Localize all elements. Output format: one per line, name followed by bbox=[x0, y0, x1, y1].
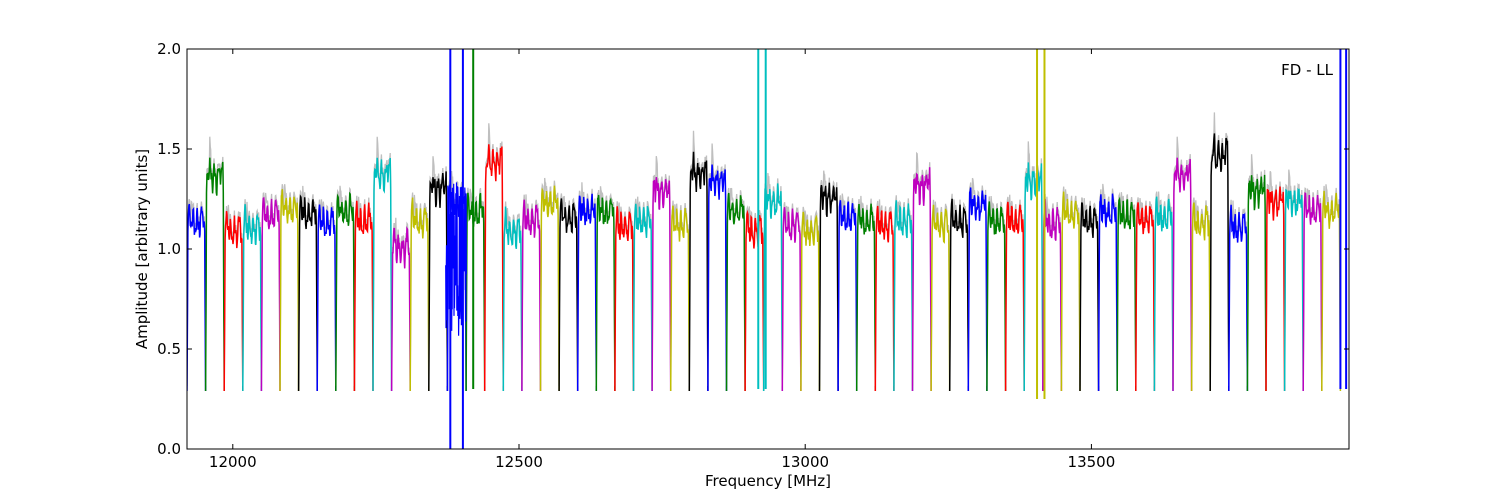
channel-line-11 bbox=[390, 226, 411, 392]
channel-line-44 bbox=[1004, 201, 1025, 392]
channel-line-53 bbox=[1172, 157, 1193, 392]
channel-line-8 bbox=[335, 191, 356, 392]
y-tick-label-4: 2.0 bbox=[157, 40, 181, 58]
channel-line-33 bbox=[800, 211, 821, 392]
series-layer bbox=[187, 49, 1348, 449]
channel-line-47 bbox=[1060, 191, 1081, 392]
channel-line-58 bbox=[1265, 186, 1286, 392]
channel-line-56 bbox=[1228, 204, 1249, 392]
x-tick-label-3: 13500 bbox=[1068, 453, 1116, 471]
y-tick-label-3: 1.5 bbox=[157, 140, 181, 158]
channel-line-12 bbox=[409, 197, 430, 392]
channel-line-43 bbox=[986, 201, 1007, 392]
channel-line-36 bbox=[855, 203, 877, 392]
channel-line-59 bbox=[1283, 187, 1304, 392]
channel-line-52 bbox=[1153, 196, 1174, 392]
channel-line-10 bbox=[372, 157, 393, 392]
noise-burst bbox=[445, 182, 467, 336]
channel-line-50 bbox=[1116, 196, 1137, 392]
channel-line-7 bbox=[316, 204, 337, 392]
channel-line-20 bbox=[558, 198, 579, 392]
channel-line-30 bbox=[744, 209, 765, 392]
channel-line-13 bbox=[428, 171, 449, 392]
channel-line-42 bbox=[967, 187, 988, 392]
channel-line-27 bbox=[688, 151, 709, 392]
channel-line-39 bbox=[911, 167, 932, 392]
channel-line-35 bbox=[837, 200, 858, 392]
channel-line-23 bbox=[614, 206, 635, 392]
channel-line-6 bbox=[297, 194, 318, 392]
channel-line-49 bbox=[1097, 193, 1118, 392]
channel-line-2 bbox=[223, 210, 244, 392]
channel-line-41 bbox=[948, 198, 970, 392]
channel-line-22 bbox=[595, 194, 616, 392]
channel-line-32 bbox=[781, 207, 802, 392]
channel-line-37 bbox=[874, 205, 895, 392]
channel-line-5 bbox=[279, 189, 300, 392]
channel-line-61 bbox=[1321, 190, 1342, 392]
channel-line-55 bbox=[1209, 133, 1230, 392]
channel-line-28 bbox=[707, 164, 728, 392]
panel-annotation: FD - LL bbox=[1281, 61, 1333, 79]
channel-line-1 bbox=[204, 157, 225, 392]
channel-line-3 bbox=[242, 204, 263, 392]
channel-line-18 bbox=[521, 199, 542, 392]
channel-line-16 bbox=[483, 144, 505, 392]
channel-line-40 bbox=[930, 204, 951, 392]
channel-line-54 bbox=[1190, 202, 1211, 392]
y-tick-label-1: 0.5 bbox=[157, 340, 181, 358]
channel-line-34 bbox=[818, 182, 839, 392]
x-tick-label-1: 12500 bbox=[495, 453, 543, 471]
channel-line-29 bbox=[725, 192, 746, 392]
x-tick-label-0: 12000 bbox=[209, 453, 257, 471]
channel-line-48 bbox=[1079, 202, 1100, 392]
y-axis-label: Amplitude [arbitrary units] bbox=[133, 149, 151, 349]
channel-line-60 bbox=[1302, 192, 1323, 392]
y-tick-label-0: 0.0 bbox=[157, 440, 181, 458]
channel-line-46 bbox=[1042, 198, 1063, 392]
channel-line-9 bbox=[353, 200, 374, 392]
channel-line-25 bbox=[651, 177, 672, 392]
ticks-layer: 12000 12500 13000 13500 0.0 0.5 1.0 1.5 2.0 bbox=[157, 40, 1349, 471]
channel-line-21 bbox=[576, 193, 598, 392]
channel-line-24 bbox=[632, 203, 653, 392]
channel-line-26 bbox=[669, 205, 691, 392]
channel-line-4 bbox=[260, 196, 281, 392]
channel-line-0 bbox=[187, 203, 207, 392]
channel-line-17 bbox=[502, 206, 523, 392]
y-tick-label-2: 1.0 bbox=[157, 240, 181, 258]
channel-line-51 bbox=[1135, 202, 1156, 392]
x-axis-label: Frequency [MHz] bbox=[705, 472, 831, 490]
channel-line-15 bbox=[465, 192, 486, 392]
channel-line-38 bbox=[893, 200, 914, 392]
channel-line-31 bbox=[762, 183, 784, 392]
channel-line-57 bbox=[1246, 174, 1267, 392]
channel-line-19 bbox=[539, 185, 560, 392]
x-tick-label-2: 13000 bbox=[781, 453, 829, 471]
channel-line-45 bbox=[1023, 162, 1044, 392]
